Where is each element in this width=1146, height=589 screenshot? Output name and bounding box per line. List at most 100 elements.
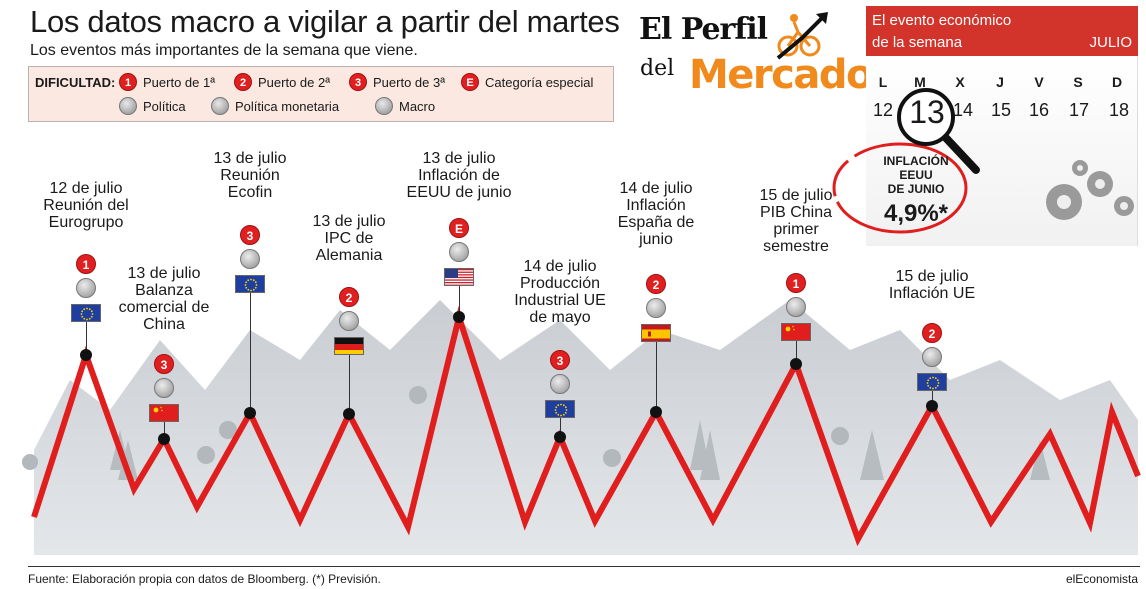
badge-3-icon: 3 <box>349 73 367 91</box>
highlight-label-line2: EEUU <box>899 168 933 182</box>
calendar-day-l: L <box>878 74 888 90</box>
flag-usa-icon <box>444 268 476 288</box>
calendar-body <box>866 56 1138 246</box>
highlight-event-label: INFLACIÓN EEUU DE JUNIO <box>862 154 970 196</box>
difficulty-badge-2-icon: 2 <box>339 287 359 307</box>
politics-icon <box>119 97 137 115</box>
badge-2-icon: 2 <box>234 73 252 91</box>
monetary-policy-icon <box>211 97 229 115</box>
event-label: 15 de julio Inflación UE <box>852 268 1012 302</box>
event-stem <box>796 341 797 364</box>
brand-del: del <box>640 56 675 81</box>
difficulty-badge-1-icon: 1 <box>786 273 806 293</box>
event-label-line: IPC de <box>324 230 374 247</box>
event-stem <box>86 322 87 355</box>
event-stem <box>349 355 350 414</box>
page-subtitle: Los eventos más importantes de la semana… <box>30 42 418 59</box>
legend-item-label: Puerto de 3ª <box>373 74 446 90</box>
event-label-line: Ecofin <box>227 184 273 201</box>
event-label: 12 de julio Reunión del Eurogrupo <box>6 180 166 231</box>
event-label-line: 14 de julio <box>523 258 597 275</box>
event-label-line: Balanza <box>135 282 193 299</box>
flag-eu-icon <box>235 275 267 295</box>
event-label-line: Industrial UE <box>514 292 606 309</box>
event-label-line: 15 de julio <box>895 268 969 285</box>
event-label-line: Reunión del <box>43 197 129 214</box>
flag-eu-icon <box>71 304 103 324</box>
legend-item-label: Política <box>143 98 186 114</box>
event-stem <box>560 418 561 437</box>
legend-item-badge-e: E Categoría especial <box>461 73 593 91</box>
event-label-line: comercial de <box>118 299 210 316</box>
difficulty-badge-1-icon: 1 <box>76 254 96 274</box>
event-label-line: junio <box>639 231 673 248</box>
credit: elEconomista <box>1065 572 1138 586</box>
flag-china-icon <box>781 323 813 343</box>
legend-item-badge-3: 3 Puerto de 3ª <box>349 73 445 91</box>
event-label-line: Alemania <box>315 247 383 264</box>
event-label: 14 de julio Producción Industrial UE de may… <box>480 258 640 326</box>
difficulty-badge-3-icon: 3 <box>240 225 260 245</box>
calendar-header: El evento económico de la semana JULIO <box>866 6 1138 56</box>
difficulty-badge-3-icon: 3 <box>550 350 570 370</box>
calendar-date-16: 16 <box>1028 100 1050 120</box>
flag-germany-icon <box>334 337 366 357</box>
event-label-line: Inflación de <box>418 167 500 184</box>
peak-marker <box>453 311 465 323</box>
event-label-line: de mayo <box>529 309 591 326</box>
event-stem <box>932 391 933 406</box>
peak-marker <box>554 431 566 443</box>
legend-item-macro: Macro <box>375 97 435 115</box>
macro-icon <box>449 242 469 262</box>
magnifier-icon <box>832 88 980 234</box>
macro-icon <box>922 347 942 367</box>
flag-eu-icon <box>545 400 577 420</box>
event-label-line: Inflación <box>626 197 686 214</box>
legend-item-badge-2: 2 Puerto de 2ª <box>234 73 330 91</box>
politics-icon <box>76 278 96 298</box>
macro-icon <box>646 298 666 318</box>
calendar-day-v: V <box>1034 74 1044 90</box>
peak-marker <box>926 400 938 412</box>
page-title: Los datos macro a vigilar a partir del m… <box>30 4 620 39</box>
event-label-line: semestre <box>763 238 829 255</box>
brand-title: El Perfil <box>639 12 768 47</box>
flag-eu-icon <box>917 373 949 393</box>
event-label: 15 de julio PIB China primer semestre <box>716 187 876 255</box>
macro-icon <box>154 378 174 398</box>
peak-marker <box>650 406 662 418</box>
event-label: 13 de julio IPC de Alemania <box>269 213 429 264</box>
legend-item-politics: Política <box>119 97 186 115</box>
difficulty-badge-2-icon: 2 <box>922 323 942 343</box>
legend-item-badge-1: 1 Puerto de 1ª <box>119 73 215 91</box>
peak-marker <box>790 358 802 370</box>
flag-china-icon <box>149 404 181 424</box>
calendar-date-15: 15 <box>990 100 1012 120</box>
calendar-header-line2: de la semana <box>872 34 963 51</box>
macro-icon <box>339 311 359 331</box>
badge-1-icon: 1 <box>119 73 137 91</box>
macro-icon <box>375 97 393 115</box>
macro-icon <box>550 374 570 394</box>
event-label: 13 de julio Balanza comercial de China <box>84 265 244 333</box>
highlight-label-line3: DE JUNIO <box>887 182 945 196</box>
macro-icon <box>240 249 260 269</box>
peak-marker <box>158 433 170 445</box>
legend-label: DIFICULTAD: <box>35 75 116 90</box>
event-label: 13 de julio Reunión Ecofin <box>170 150 330 201</box>
peak-marker <box>80 349 92 361</box>
legend-item-label: Política monetaria <box>235 98 340 114</box>
event-label-line: China <box>143 316 185 333</box>
calendar-date-14: 14 <box>952 100 974 120</box>
gears-icon <box>1046 160 1134 220</box>
legend-item-label: Categoría especial <box>485 74 594 90</box>
event-label-line: Reunión <box>220 167 280 184</box>
highlight-label-line1: INFLACIÓN <box>883 154 949 168</box>
event-label: 13 de julio Inflación de EEUU de junio <box>379 150 539 201</box>
peak-marker <box>343 408 355 420</box>
legend: DIFICULTAD: 1 Puerto de 1ª 2 Puerto de 2… <box>28 66 614 122</box>
footer-divider <box>28 566 1140 567</box>
calendar-date-17: 17 <box>1068 100 1090 120</box>
event-label-line: EEUU de junio <box>406 184 512 201</box>
